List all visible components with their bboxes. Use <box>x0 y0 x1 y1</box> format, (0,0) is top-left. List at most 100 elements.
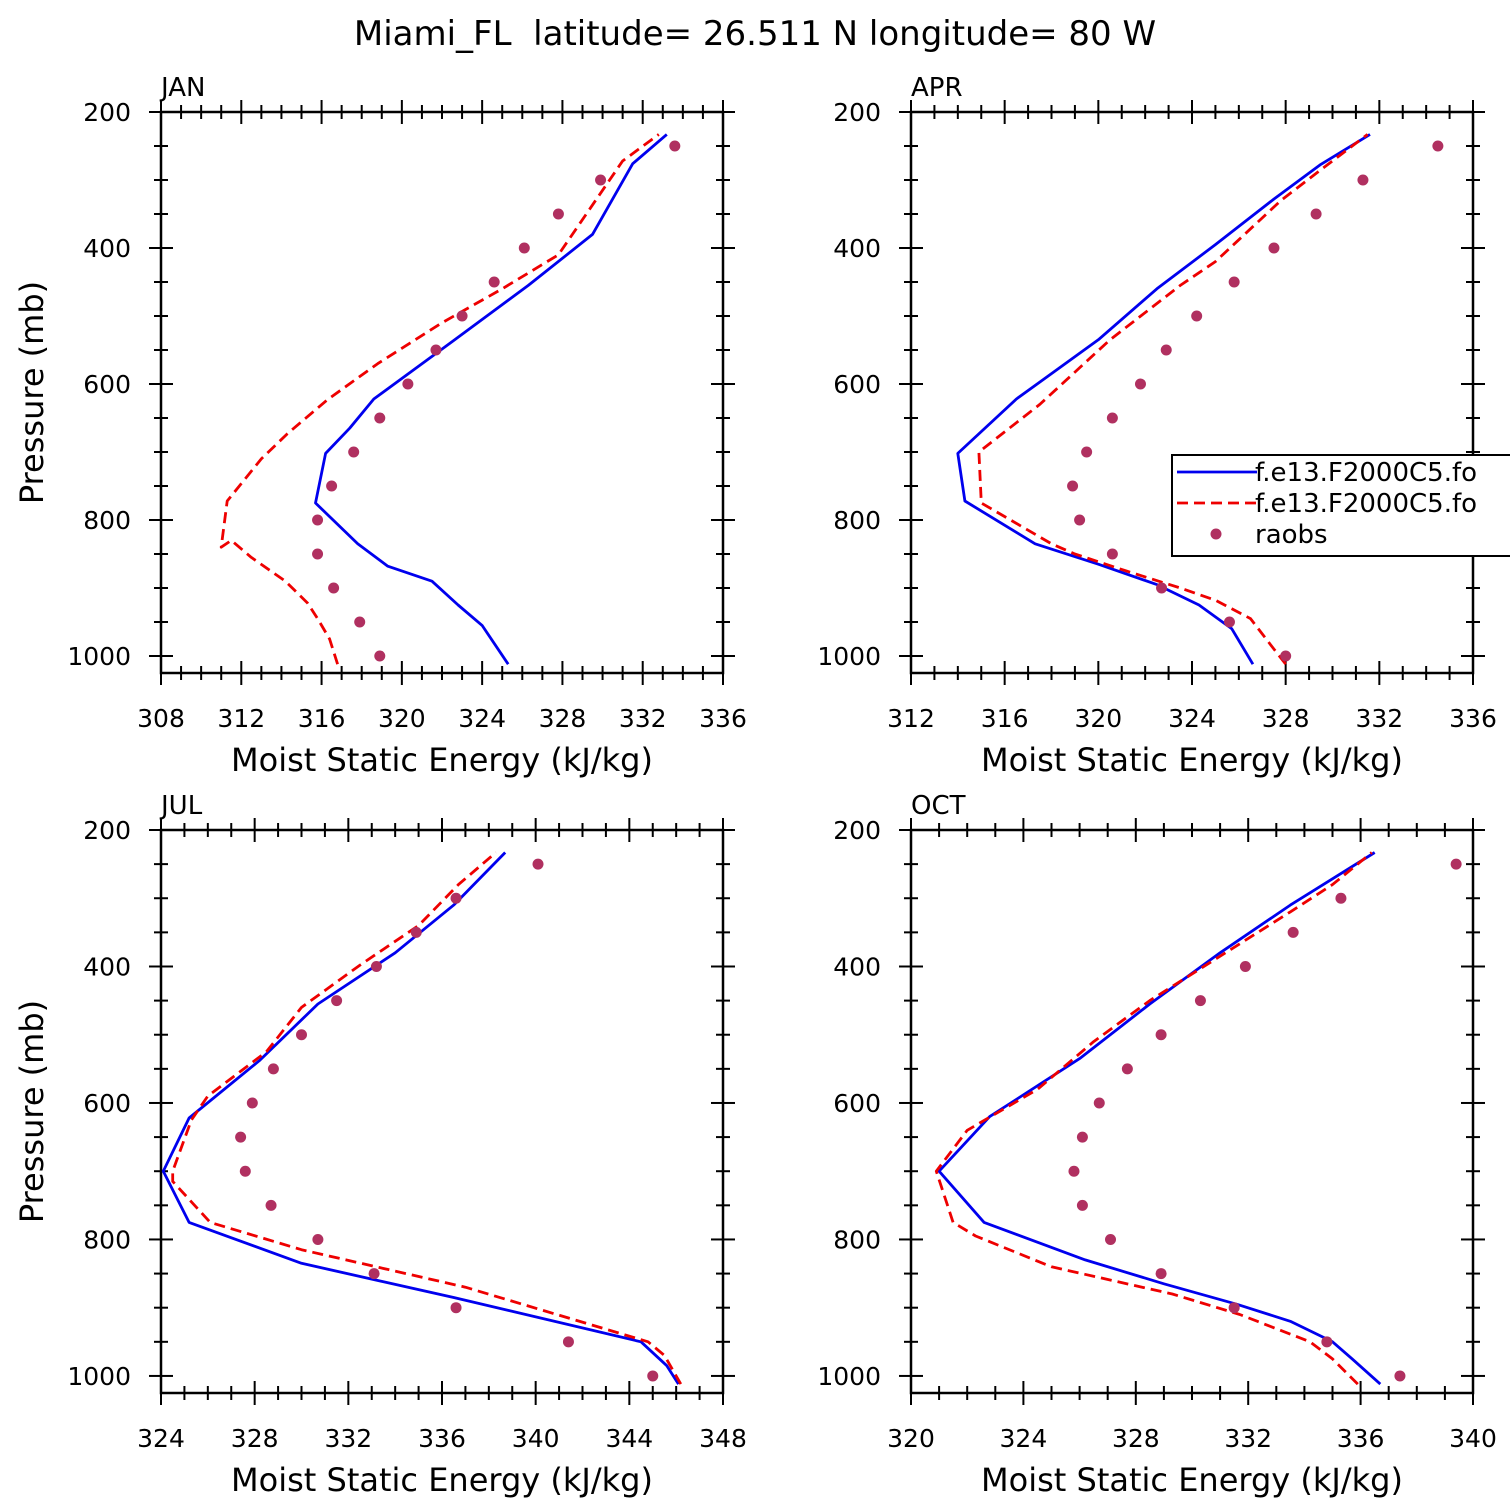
y-tick-label: 600 <box>833 1089 881 1118</box>
y-tick-label: 1000 <box>67 1362 131 1391</box>
x-tick-label: 316 <box>298 704 346 733</box>
x-tick-label: 312 <box>217 704 265 733</box>
raobs-point <box>267 1063 279 1075</box>
raobs-point <box>450 1302 462 1314</box>
y-tick-label: 800 <box>83 1225 131 1254</box>
series-layer <box>956 133 1371 666</box>
raobs-point <box>235 1131 247 1143</box>
raobs-point <box>1450 858 1462 870</box>
raobs-point <box>1335 892 1347 904</box>
axis-ticks <box>899 818 1485 1405</box>
raobs-point <box>450 892 462 904</box>
x-tick-label: 344 <box>605 1424 653 1453</box>
x-tick-label: 324 <box>458 704 506 733</box>
plot-frame <box>159 110 725 675</box>
raobs-point <box>328 582 340 594</box>
raobs-point <box>1156 582 1168 594</box>
model-b-line <box>934 851 1373 1386</box>
model-b-line <box>219 133 660 665</box>
panels: JAN 308 312 316 320 324 328 332 336 200 400 600 800 1… <box>13 73 1497 1499</box>
y-tick-label: 400 <box>833 234 881 263</box>
raobs-point <box>312 514 324 526</box>
raobs-point <box>1268 242 1280 254</box>
raobs-point <box>1076 1199 1088 1211</box>
raobs-point <box>348 446 360 458</box>
y-tick-label: 200 <box>833 816 881 845</box>
raobs-point <box>1155 1029 1167 1041</box>
x-tick-label: 324 <box>1000 1424 1048 1453</box>
raobs-point <box>246 1097 258 1109</box>
x-tick-label: 332 <box>1355 704 1403 733</box>
panel-apr: APR 312 316 320 324 328 332 336 200 400 600 800 1000… <box>817 73 1496 779</box>
raobs-point <box>1432 140 1444 152</box>
x-axis-label: Moist Static Energy (kJ/kg) <box>231 1461 653 1499</box>
panel-title: OCT <box>911 791 966 821</box>
x-axis-label: Moist Static Energy (kJ/kg) <box>981 1461 1403 1499</box>
legend-label: f.e13.F2000C5.fo <box>1255 489 1477 519</box>
y-tick-label: 400 <box>833 952 881 981</box>
x-tick-label: 328 <box>231 1424 279 1453</box>
plot-frame <box>159 828 725 1395</box>
x-tick-label: 332 <box>324 1424 372 1453</box>
axis-ticks <box>149 100 735 685</box>
x-tick-label: 324 <box>1168 704 1216 733</box>
y-axis-label: Pressure (mb) <box>13 1000 51 1223</box>
raobs-point <box>1228 1302 1240 1314</box>
x-axis-label: Moist Static Energy (kJ/kg) <box>231 741 653 779</box>
y-tick-label: 1000 <box>817 1362 881 1391</box>
raobs-point <box>1105 1233 1117 1245</box>
raobs-point <box>1239 960 1251 972</box>
raobs-point <box>312 1233 324 1245</box>
x-tick-label: 324 <box>137 1424 185 1453</box>
x-tick-label: 320 <box>1074 704 1122 733</box>
raobs-point <box>669 140 681 152</box>
panel-title: APR <box>911 73 963 103</box>
panel-title: JUL <box>159 791 203 821</box>
raobs-point <box>374 650 386 662</box>
plot-frame <box>909 828 1475 1395</box>
legend-label: raobs <box>1255 520 1328 550</box>
y-tick-label: 600 <box>83 370 131 399</box>
raobs-point <box>239 1165 251 1177</box>
y-tick-label: 800 <box>833 506 881 535</box>
series-layer <box>161 851 683 1385</box>
legend-marker-dot <box>1210 528 1222 540</box>
raobs-point <box>1160 344 1172 356</box>
y-tick-label: 1000 <box>817 642 881 671</box>
x-tick-label: 332 <box>619 704 667 733</box>
raobs-point <box>1280 650 1292 662</box>
x-tick-label: 328 <box>539 704 587 733</box>
x-tick-label: 336 <box>418 1424 466 1453</box>
raobs-point <box>1321 1336 1333 1348</box>
series-layer <box>934 851 1382 1386</box>
y-tick-label: 800 <box>83 506 131 535</box>
y-tick-label: 200 <box>833 98 881 127</box>
raobs-point <box>402 378 414 390</box>
x-tick-label: 328 <box>1262 704 1310 733</box>
y-tick-label: 800 <box>833 1225 881 1254</box>
raobs-point <box>1081 446 1093 458</box>
legend-label: f.e13.F2000C5.fo <box>1255 458 1477 488</box>
raobs-point <box>1076 1131 1088 1143</box>
model-a-line <box>161 851 680 1385</box>
raobs-point <box>1191 310 1203 322</box>
model-a-line <box>937 851 1382 1386</box>
model-a-line <box>956 133 1371 665</box>
raobs-point <box>456 310 468 322</box>
raobs-point <box>1223 616 1235 628</box>
raobs-point <box>1228 276 1240 288</box>
x-tick-label: 332 <box>1224 1424 1272 1453</box>
x-tick-label: 308 <box>137 704 185 733</box>
raobs-point <box>518 242 530 254</box>
x-tick-label: 348 <box>699 1424 747 1453</box>
y-tick-label: 200 <box>83 98 131 127</box>
x-tick-label: 316 <box>981 704 1029 733</box>
raobs-point <box>354 616 366 628</box>
raobs-point <box>532 858 544 870</box>
x-tick-label: 328 <box>1112 1424 1160 1453</box>
raobs-point <box>1106 548 1118 560</box>
plot-frame <box>909 110 1475 675</box>
raobs-point <box>374 412 386 424</box>
panel-oct: OCT 320 324 328 332 336 340 200 400 600 800 1000 Moi… <box>817 791 1496 1499</box>
